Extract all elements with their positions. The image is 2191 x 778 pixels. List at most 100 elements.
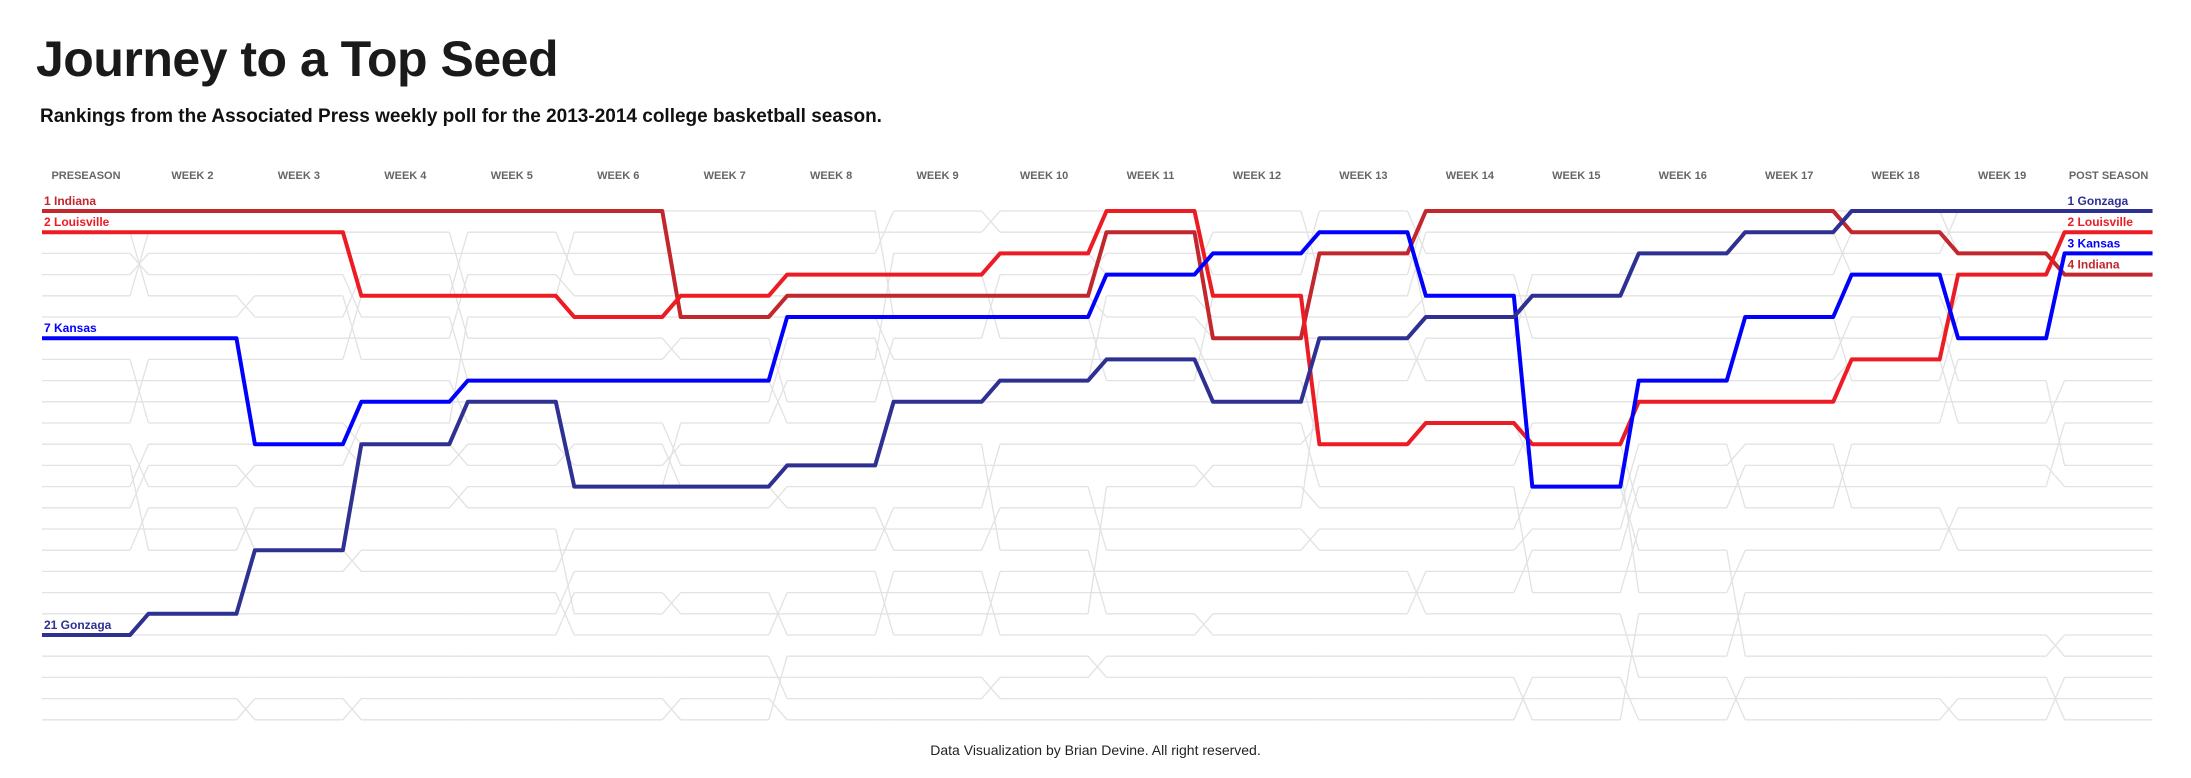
background-transition <box>661 592 682 615</box>
background-transition <box>1087 316 1108 381</box>
background-transition <box>874 210 895 254</box>
column-header: WEEK 3 <box>278 170 320 182</box>
background-transition <box>980 444 1001 508</box>
chart-subtitle: Rankings from the Associated Press weekl… <box>40 106 882 127</box>
background-transition <box>1087 655 1107 678</box>
background-transition <box>1939 698 1959 721</box>
background-transition <box>555 528 575 614</box>
background-transition <box>2045 380 2066 466</box>
background-transition <box>981 210 1001 233</box>
background-transition <box>1726 465 1746 509</box>
background-transition <box>1513 677 1533 721</box>
team-line-indiana[interactable] <box>42 209 2153 341</box>
background-transition <box>235 698 256 721</box>
background-transition <box>235 507 256 551</box>
end-label-gonzaga: 1 Gonzaga <box>2068 194 2129 208</box>
background-transition <box>1726 592 1746 657</box>
background-transition <box>555 592 575 636</box>
column-header: WEEK 15 <box>1552 170 1600 182</box>
column-header: WEEK 13 <box>1339 170 1387 182</box>
column-header: WEEK 18 <box>1872 170 1920 182</box>
background-transition <box>1619 613 1640 720</box>
background-transition <box>1513 486 1533 530</box>
background-transition <box>1300 380 1321 508</box>
chart-title: Journey to a Top Seed <box>36 31 559 87</box>
start-label-indiana: 1 Indiana <box>44 194 96 208</box>
background-transition <box>555 571 575 615</box>
background-transition <box>448 486 469 509</box>
background-transition <box>1832 444 1853 508</box>
background-transition <box>1087 486 1108 614</box>
background-transition <box>555 528 575 572</box>
column-header: WEEK 9 <box>917 170 959 182</box>
background-transition <box>1513 549 1533 593</box>
column-header: WEEK 12 <box>1233 170 1281 182</box>
background-transition <box>235 295 256 318</box>
background-transition <box>448 274 469 339</box>
background-transition <box>661 698 682 721</box>
background-transition <box>768 592 788 636</box>
background-transition <box>874 338 895 402</box>
background-transition <box>768 486 788 509</box>
background-transition <box>1619 444 1640 508</box>
column-header: WEEK 17 <box>1765 170 1813 182</box>
column-header: PRESEASON <box>51 170 120 182</box>
background-transition <box>342 422 362 466</box>
background-transition <box>1939 210 1959 254</box>
background-transition <box>1832 316 1853 381</box>
start-label-louisville: 2 Louisville <box>44 215 110 229</box>
column-header: POST SEASON <box>2069 170 2149 182</box>
team-line-kansas[interactable] <box>42 230 2153 489</box>
column-header: WEEK 4 <box>384 170 427 182</box>
background-transition <box>1406 571 1427 615</box>
background-transition <box>661 443 682 487</box>
background-transition <box>129 232 150 296</box>
background-transition <box>661 337 682 360</box>
column-header: WEEK 10 <box>1020 170 1068 182</box>
start-label-kansas: 7 Kansas <box>44 321 97 335</box>
background-transition <box>1726 677 1746 721</box>
background-transition <box>1194 464 1214 488</box>
background-transition <box>981 507 1001 551</box>
background-transition <box>129 465 150 551</box>
background-transition <box>874 316 895 360</box>
footer-credit: Data Visualization by Brian Devine. All … <box>930 742 1261 758</box>
background-transition <box>448 443 469 466</box>
background-transition <box>1619 528 1640 593</box>
start-label-gonzaga: 21 Gonzaga <box>44 618 112 632</box>
background-transition <box>2045 464 2066 488</box>
background-transition <box>1087 486 1108 551</box>
background-transition <box>768 338 788 402</box>
background-transition <box>2045 634 2066 657</box>
column-header: WEEK 6 <box>597 170 639 182</box>
background-transition <box>1300 528 1320 551</box>
background-transition <box>129 507 150 551</box>
background-transition <box>235 464 256 488</box>
background-transition <box>129 359 150 424</box>
background-transition <box>448 316 469 424</box>
team-line-gonzaga[interactable] <box>42 209 2153 637</box>
background-transition <box>1194 613 1214 636</box>
background-transition <box>1619 613 1640 678</box>
team-line-louisville[interactable] <box>42 209 2153 447</box>
background-transition <box>980 274 1001 339</box>
column-header: WEEK 16 <box>1659 170 1707 182</box>
background-transition <box>1619 465 1640 593</box>
background-transition <box>768 656 788 720</box>
column-header: WEEK 14 <box>1446 170 1495 182</box>
background-transition <box>874 571 895 636</box>
background-transition <box>768 380 788 424</box>
background-transition <box>1939 507 1959 551</box>
background-transition <box>1513 528 1533 551</box>
background-transition <box>980 571 1001 636</box>
background-transition <box>1619 465 1640 530</box>
background-transition <box>1726 443 1746 466</box>
background-transition <box>874 507 895 551</box>
column-header: WEEK 11 <box>1127 170 1175 182</box>
background-transition <box>555 232 575 296</box>
column-header: WEEK 2 <box>171 170 213 182</box>
background-transition <box>1619 486 1640 551</box>
column-header: WEEK 7 <box>704 170 746 182</box>
column-header: WEEK 8 <box>810 170 852 182</box>
background-transition <box>1087 295 1108 381</box>
